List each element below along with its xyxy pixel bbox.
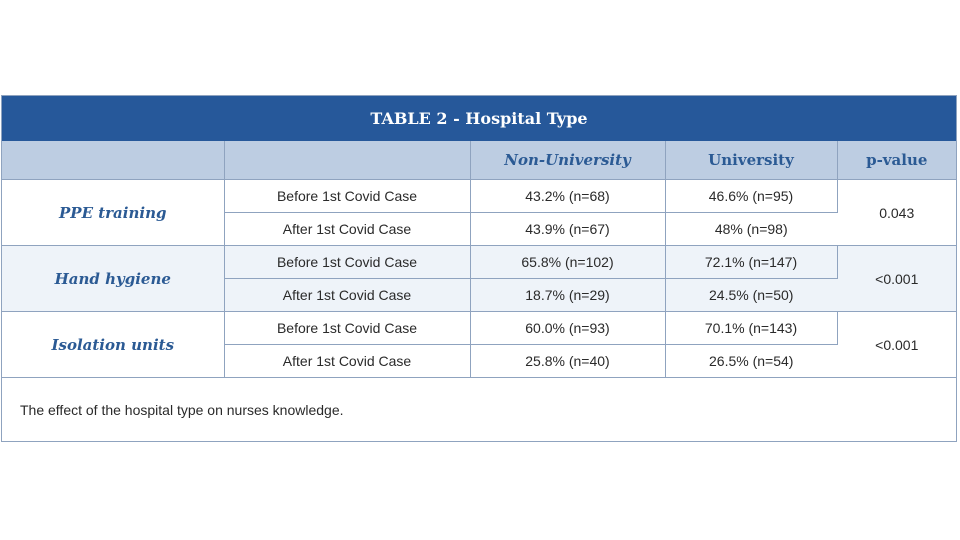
non-university-cell: 60.0% (n=93) xyxy=(470,311,666,345)
table-row: After 1st Covid Case 18.7% (n=29) 24.5% … xyxy=(2,278,956,312)
header-university: University xyxy=(665,141,838,180)
category-ppe-training: PPE training xyxy=(2,179,225,246)
table-caption: The effect of the hospital type on nurse… xyxy=(20,402,344,418)
timing-cell: Before 1st Covid Case xyxy=(224,245,471,279)
table-row: After 1st Covid Case 43.9% (n=67) 48% (n… xyxy=(2,212,956,246)
university-cell: 26.5% (n=54) xyxy=(665,344,837,378)
university-cell: 72.1% (n=147) xyxy=(665,245,838,279)
table-title: TABLE 2 - Hospital Type xyxy=(2,96,956,141)
university-cell: 48% (n=98) xyxy=(665,212,837,246)
non-university-cell: 43.2% (n=68) xyxy=(470,179,666,213)
non-university-cell: 18.7% (n=29) xyxy=(470,278,666,312)
table-row: After 1st Covid Case 25.8% (n=40) 26.5% … xyxy=(2,344,956,378)
header-non-university: Non-University xyxy=(470,141,666,180)
header-row: Non-University University p-value xyxy=(2,141,956,180)
university-cell: 70.1% (n=143) xyxy=(665,311,838,345)
university-cell: 24.5% (n=50) xyxy=(665,278,837,312)
table-frame: TABLE 2 - Hospital Type Non-University U… xyxy=(1,95,957,442)
p-value-cell: <0.001 xyxy=(837,245,956,312)
timing-cell: After 1st Covid Case xyxy=(224,212,471,246)
non-university-cell: 25.8% (n=40) xyxy=(470,344,666,378)
table-row: PPE training Before 1st Covid Case 43.2%… xyxy=(2,179,956,246)
table-row: Isolation units Before 1st Covid Case 60… xyxy=(2,311,956,378)
timing-cell: Before 1st Covid Case xyxy=(224,179,471,213)
category-hand-hygiene: Hand hygiene xyxy=(2,245,225,312)
timing-cell: After 1st Covid Case xyxy=(224,344,471,378)
hospital-type-table: Non-University University p-value PPE tr… xyxy=(2,141,956,378)
timing-cell: After 1st Covid Case xyxy=(224,278,471,312)
category-isolation-units: Isolation units xyxy=(2,311,225,378)
university-cell: 46.6% (n=95) xyxy=(665,179,838,213)
p-value-cell: <0.001 xyxy=(837,311,956,378)
header-timing xyxy=(224,141,471,180)
p-value-cell: 0.043 xyxy=(837,179,956,246)
header-category xyxy=(2,141,225,180)
timing-cell: Before 1st Covid Case xyxy=(224,311,471,345)
non-university-cell: 65.8% (n=102) xyxy=(470,245,666,279)
non-university-cell: 43.9% (n=67) xyxy=(470,212,666,246)
table-row: Hand hygiene Before 1st Covid Case 65.8%… xyxy=(2,245,956,312)
header-p-value: p-value xyxy=(837,141,956,180)
